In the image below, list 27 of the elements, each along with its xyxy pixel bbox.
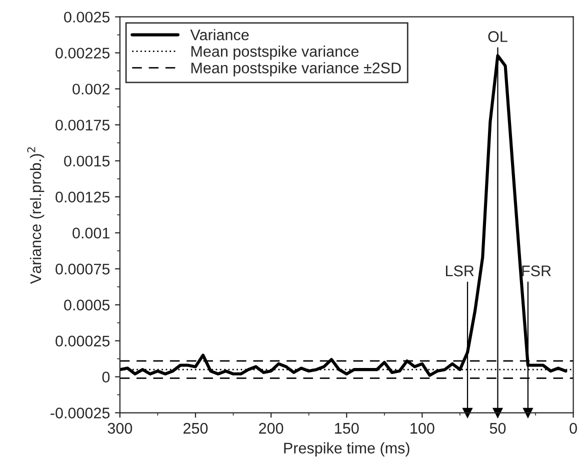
y-tick-label: 0.00225 [56,48,110,59]
ref-line-label: FSR [522,266,551,276]
legend-label: Mean postspike variance ±2SD [191,62,401,76]
y-tick-label: 0 [102,372,110,382]
ref-line-label: LSR [446,266,474,276]
x-tick-label: 0 [570,422,577,434]
y-axis-title: Variance (rel.prob.)$^{2}$ [27,147,44,284]
y-tick-label: 0.0005 [64,300,110,310]
y-tick-label: -0.00025 [50,408,110,418]
y-tick-label: 0.00125 [56,192,110,202]
x-tick-label: 250 [184,422,208,434]
legend-label: Variance [190,29,249,40]
y-tick-label: 0.002 [72,84,110,95]
ref-line-label: OL [488,31,508,42]
x-tick-label: 300 [108,422,132,434]
y-tick-label: 0.00075 [56,264,110,274]
x-tick-label: 100 [410,422,434,434]
y-tick-label: 0.00025 [56,336,110,346]
y-tick-label: 0.00175 [56,120,110,131]
x-axis-title: Prespike time (ms) [284,442,410,457]
x-tick-label: 50 [490,422,506,434]
x-tick-label: 200 [259,422,284,434]
x-tick-label: 150 [335,422,359,434]
y-tick-label: 0.0015 [64,156,110,167]
y-tick-label: 0.001 [72,228,110,238]
legend-label: Mean postspike variance [191,46,359,60]
y-tick-label: 0.0025 [64,12,110,23]
